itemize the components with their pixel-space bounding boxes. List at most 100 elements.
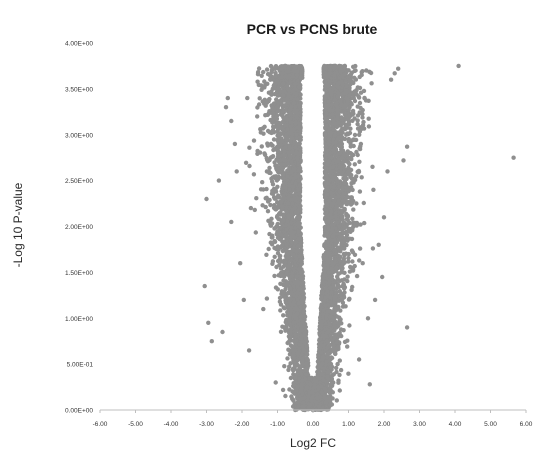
data-point — [334, 251, 339, 256]
data-point — [298, 159, 303, 164]
data-point — [325, 370, 331, 375]
data-point — [261, 131, 266, 136]
data-point — [273, 174, 279, 179]
data-point — [256, 66, 262, 71]
data-point — [287, 165, 292, 170]
data-point — [330, 177, 335, 182]
data-point — [337, 235, 343, 240]
data-point — [278, 232, 283, 237]
data-point — [264, 252, 269, 257]
data-point — [332, 297, 338, 302]
data-point — [268, 90, 273, 96]
data-point — [334, 338, 340, 343]
data-point — [271, 137, 277, 142]
data-point — [345, 149, 350, 154]
data-point — [255, 114, 260, 119]
data-point — [281, 294, 287, 299]
data-point — [292, 86, 298, 92]
data-point — [348, 226, 353, 232]
data-point — [290, 347, 296, 353]
data-point — [362, 220, 367, 226]
data-point — [280, 248, 285, 254]
data-point — [286, 339, 291, 345]
data-point — [291, 101, 297, 106]
data-point — [275, 221, 280, 227]
data-point — [334, 206, 339, 211]
data-point — [358, 105, 363, 111]
data-point — [320, 284, 325, 290]
data-point — [293, 181, 298, 186]
data-point — [274, 157, 279, 162]
data-point — [297, 166, 303, 171]
data-point — [281, 274, 287, 279]
data-point — [294, 196, 299, 201]
data-point — [337, 224, 342, 229]
data-point — [323, 123, 329, 129]
data-point — [344, 187, 349, 192]
data-point — [293, 333, 298, 339]
data-point — [287, 107, 293, 113]
data-point — [356, 94, 361, 99]
data-point — [321, 254, 326, 260]
data-point — [263, 204, 268, 210]
data-point — [262, 79, 267, 84]
data-point — [269, 154, 275, 160]
data-point — [297, 191, 302, 196]
data-point — [284, 270, 289, 276]
data-point — [323, 211, 328, 216]
data-point — [288, 334, 293, 340]
data-point — [260, 126, 266, 131]
data-point — [280, 387, 286, 393]
data-point — [298, 369, 304, 374]
data-point — [342, 290, 347, 295]
data-point — [370, 246, 376, 251]
data-point — [278, 308, 283, 313]
data-point — [347, 269, 353, 274]
data-point — [268, 141, 274, 147]
data-point — [285, 356, 290, 361]
data-point — [247, 163, 252, 169]
data-point — [344, 211, 349, 217]
data-point — [296, 236, 302, 242]
data-point — [355, 121, 360, 127]
data-point — [304, 361, 309, 366]
data-point — [285, 281, 290, 286]
data-point — [355, 85, 360, 90]
data-point — [337, 388, 342, 393]
data-point — [283, 393, 288, 399]
data-point — [346, 259, 351, 264]
data-point — [277, 121, 282, 126]
data-point — [347, 93, 352, 99]
data-point — [296, 173, 301, 178]
data-point — [271, 101, 277, 106]
data-point — [324, 218, 329, 224]
data-point — [265, 209, 271, 214]
data-point — [336, 344, 341, 350]
data-point — [291, 299, 297, 305]
data-point — [341, 239, 347, 245]
data-point — [343, 304, 348, 309]
data-point — [275, 109, 281, 114]
chart-title: PCR vs PCNS brute — [247, 21, 378, 37]
data-point — [291, 167, 297, 173]
data-point — [289, 230, 294, 235]
data-point — [270, 188, 275, 194]
data-point — [286, 255, 291, 260]
data-point — [273, 285, 279, 290]
data-point — [272, 273, 277, 279]
data-point — [278, 329, 284, 334]
data-point — [294, 311, 299, 317]
data-point — [330, 118, 336, 123]
data-point — [278, 199, 284, 204]
data-point — [276, 153, 281, 159]
data-point — [370, 164, 375, 169]
data-point — [340, 198, 346, 203]
data-point — [355, 152, 360, 158]
data-point — [366, 124, 372, 129]
data-point — [287, 285, 293, 291]
data-point — [346, 68, 351, 73]
data-point — [330, 373, 335, 378]
data-point — [357, 258, 362, 263]
data-point — [277, 299, 283, 304]
data-point — [354, 201, 359, 206]
